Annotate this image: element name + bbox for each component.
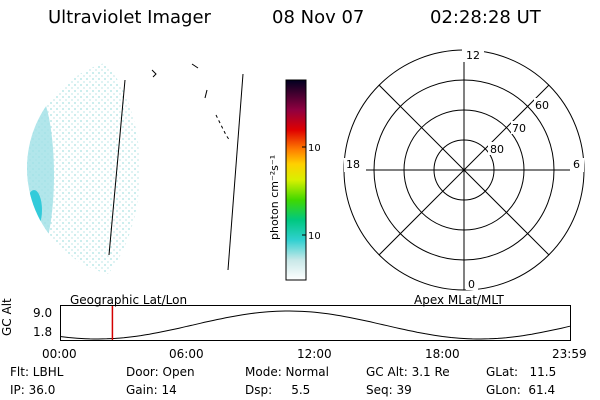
colorbar: 100 10 photon cm⁻²s⁻¹	[268, 79, 320, 281]
mlt-label-6: 6	[573, 158, 580, 171]
orbit-altitude-plot	[60, 305, 571, 341]
limb-boundary	[215, 114, 231, 142]
orbit-plot-frame	[60, 305, 571, 341]
mlt-label-0: 0	[468, 278, 475, 291]
status-door: Door: Open	[126, 365, 195, 379]
lat-label-70: 70	[512, 122, 526, 135]
meridian-line	[108, 79, 126, 256]
status-glat: GLat: 11.5	[486, 365, 557, 379]
orbit-altitude-curve	[60, 310, 571, 340]
orbit-x-tick-1800: 18:00	[425, 347, 460, 361]
colorbar-tick-10: 10	[308, 231, 320, 242]
status-glon: GLon: 61.4	[486, 383, 556, 397]
meridian-line	[227, 73, 244, 271]
status-gain: Gain: 14	[126, 383, 177, 397]
status-filter: Flt: LBHL	[10, 365, 64, 379]
date-label: 08 Nov 07	[272, 7, 365, 28]
orbit-right-title: Apex MLat/MLT	[414, 293, 504, 307]
orbit-x-tick-0000: 00:00	[42, 347, 77, 361]
status-mode: Mode: Normal	[245, 365, 329, 379]
instrument-title: Ultraviolet Imager	[48, 7, 211, 28]
polar-mlt-plot: 12 18 6 0 60 70 80	[343, 48, 585, 291]
orbit-x-tick-0600: 06:00	[169, 347, 204, 361]
status-seq: Seq: 39	[366, 383, 412, 397]
colorbar-unit-label: photon cm⁻²s⁻¹	[268, 155, 281, 240]
mlt-label-18: 18	[346, 158, 360, 171]
status-gc-alt: GC Alt: 3.1 Re	[366, 365, 450, 379]
orbit-y-axis-label: GC Alt	[0, 298, 14, 336]
orbit-y-tick-1.8: 1.8	[33, 325, 53, 339]
colorbar-gradient	[285, 79, 307, 281]
lat-label-80: 80	[490, 143, 504, 156]
globe-image-panel	[27, 60, 247, 278]
status-ip: IP: 36.0	[10, 383, 56, 397]
colorbar-tick-100: 100	[308, 143, 320, 154]
orbit-x-tick-1200: 12:00	[297, 347, 332, 361]
orbit-left-title: Geographic Lat/Lon	[70, 293, 188, 307]
bright-emission-spot	[27, 190, 42, 230]
time-label: 02:28:28 UT	[430, 7, 541, 28]
lat-label-60: 60	[535, 99, 549, 112]
orbit-y-tick-9: 9.0	[33, 306, 53, 320]
orbit-x-tick-2359: 23:59	[552, 347, 587, 361]
mlt-label-12: 12	[466, 49, 480, 62]
status-dsp: Dsp: 5.5	[245, 383, 311, 397]
